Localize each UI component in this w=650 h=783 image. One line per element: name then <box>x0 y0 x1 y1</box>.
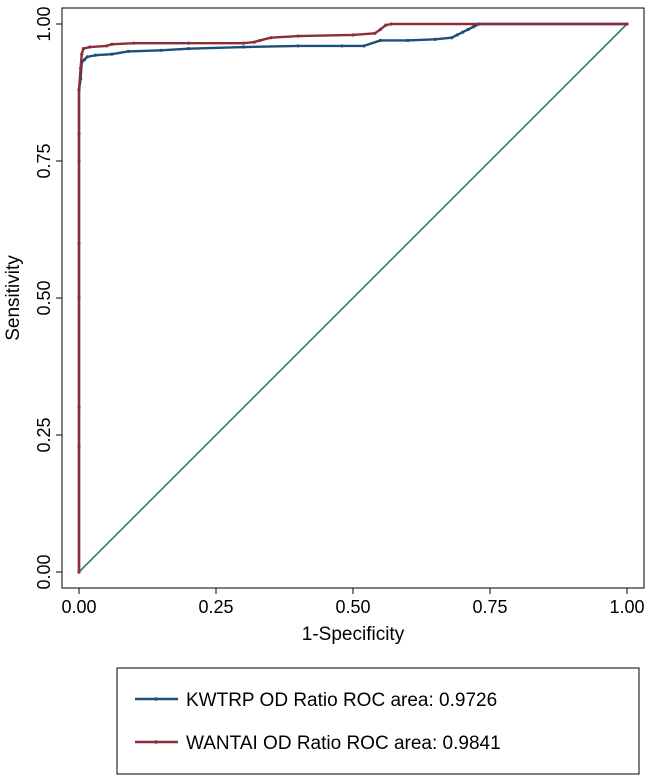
data-point <box>159 48 163 52</box>
data-point <box>80 52 84 56</box>
data-point <box>378 27 382 32</box>
data-point <box>82 58 87 62</box>
data-point <box>389 22 393 26</box>
data-point <box>471 25 476 29</box>
data-point <box>77 159 81 163</box>
data-point <box>77 444 81 448</box>
legend: KWTRP OD Ratio ROC area: 0.9726 WANTAI OD… <box>116 667 640 775</box>
series-layer <box>77 22 629 574</box>
data-point <box>110 52 114 56</box>
data-point <box>77 570 81 574</box>
data-point <box>187 41 191 45</box>
data-point <box>296 44 300 48</box>
data-point <box>126 49 130 54</box>
y-tick-label: 0.00 <box>34 554 54 589</box>
legend-box <box>116 667 640 775</box>
y-tick-label: 0.25 <box>34 417 54 452</box>
x-tick-label: 0.00 <box>61 597 96 617</box>
legend-marker <box>154 697 158 701</box>
data-point <box>373 31 377 35</box>
reference-line <box>78 23 628 573</box>
data-point <box>362 44 366 48</box>
data-point <box>455 33 459 37</box>
data-point <box>77 88 81 92</box>
data-point <box>132 41 136 45</box>
data-point <box>252 40 256 44</box>
data-point <box>79 66 83 70</box>
data-point <box>269 36 273 40</box>
data-point <box>104 44 108 48</box>
data-point <box>85 55 89 59</box>
x-tick-label: 0.75 <box>472 597 507 617</box>
data-point <box>93 53 98 57</box>
x-tick-label: 0.25 <box>198 597 233 617</box>
data-point <box>340 44 344 48</box>
data-point <box>461 30 465 34</box>
data-point <box>406 38 410 43</box>
legend-marker <box>154 740 158 744</box>
data-point <box>351 33 355 37</box>
y-tick-label: 1.00 <box>34 6 54 41</box>
data-point <box>378 38 382 43</box>
x-tick-label: 0.50 <box>335 597 370 617</box>
data-point <box>187 47 191 51</box>
data-point <box>241 45 245 49</box>
axis-layer: 0.00 0.25 0.50 0.75 1.00 0.00 0.25 0.50 0.75 1.00 <box>34 6 645 617</box>
data-point <box>466 27 470 32</box>
y-tick-label: 0.75 <box>34 143 54 178</box>
y-axis-title: Sensitivity <box>3 255 24 341</box>
data-point <box>450 36 454 40</box>
data-point <box>88 45 92 49</box>
data-point <box>384 23 388 27</box>
legend-label: WANTAI OD Ratio ROC area: 0.9841 <box>186 733 501 754</box>
data-point <box>110 42 114 46</box>
x-tick-label: 1.00 <box>609 597 644 617</box>
legend-label: KWTRP OD Ratio ROC area: 0.9726 <box>186 690 497 711</box>
x-axis-title: 1-Specificity <box>302 624 405 645</box>
data-point <box>77 296 81 300</box>
data-point <box>81 47 85 51</box>
data-point <box>625 22 629 26</box>
data-point <box>241 41 245 45</box>
y-tick-label: 0.50 <box>34 280 54 315</box>
data-point <box>258 38 262 43</box>
data-point <box>433 37 437 41</box>
data-point <box>296 34 300 38</box>
